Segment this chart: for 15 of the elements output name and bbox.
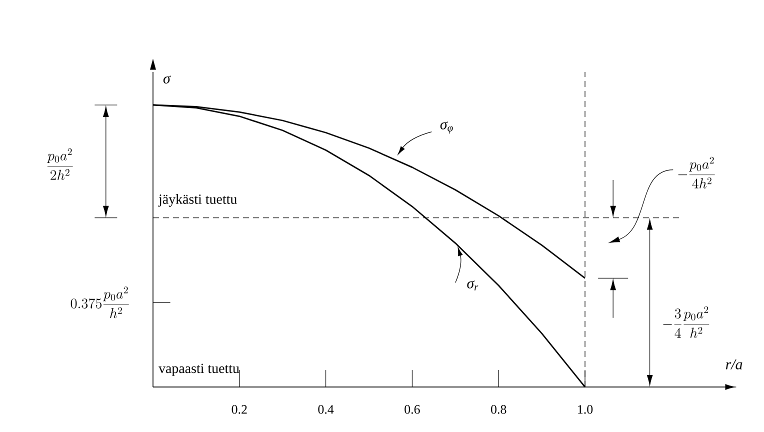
- legend-label: vapaasti tuettu: [158, 364, 240, 376]
- x-tick-label: 0.4: [318, 405, 334, 414]
- ref-line-label: jäykästi tuettu: [158, 194, 237, 207]
- text: $0.375\frac{p_0a^2}{h^2}$: [70, 286, 129, 318]
- x-axis-title: r/a: [726, 359, 742, 370]
- text: $\frac{p_0a^2}{2h^2}$: [46, 148, 73, 180]
- x-tick-label: 0.2: [232, 405, 247, 414]
- annotation: $-\frac{3}{4}\frac{p_0a^2}{h^2}$: [663, 306, 710, 338]
- annotation: $-\frac{p_0a^2}{4h^2}$: [678, 156, 715, 188]
- text: σ$_{φ}$: [440, 122, 453, 134]
- x-tick-label: 0.6: [404, 405, 420, 414]
- series-label: σ$_{r}$: [467, 280, 478, 290]
- x-tick-label: 0.8: [491, 405, 506, 414]
- x-tick-label: 1.0: [578, 405, 593, 414]
- y-axis-title: σ: [163, 76, 171, 84]
